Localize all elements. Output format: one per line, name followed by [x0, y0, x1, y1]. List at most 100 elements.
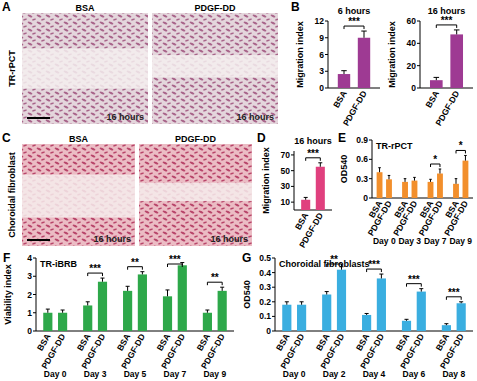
error-bar: [455, 179, 458, 184]
bar: [338, 74, 350, 88]
x-tick-label: PDGF-DD: [199, 332, 227, 371]
bar: [316, 167, 325, 210]
y-tick: [369, 140, 372, 141]
bar: [442, 325, 451, 331]
wound-gap: [139, 183, 252, 201]
x-tick-label: PDGF-DD: [341, 89, 369, 128]
y-tick-label: 0.2: [259, 297, 271, 307]
error-bar: [434, 77, 440, 80]
image-caption: 16 hours: [236, 112, 274, 122]
wound-gap: [22, 175, 135, 218]
y-tick-label: 30: [281, 181, 291, 191]
significance: *: [459, 140, 463, 151]
y-axis-label: Viability index: [3, 264, 13, 324]
bar: [377, 278, 386, 331]
micrograph: [22, 144, 135, 246]
y-tick: [33, 331, 36, 332]
bar: [163, 296, 172, 331]
error-bar: [300, 302, 304, 305]
y-tick: [369, 178, 372, 179]
chart-title: TR-iBRB: [40, 259, 77, 269]
x-tick-label: PDGF-DD: [358, 332, 386, 371]
y-tick: [33, 258, 36, 259]
micrograph: [22, 13, 148, 124]
y-tick: [325, 54, 328, 55]
error-bar: [341, 71, 346, 74]
error-bar: [46, 309, 50, 313]
bar: [83, 305, 92, 331]
y-tick: [272, 331, 275, 332]
error-bar: [439, 169, 442, 174]
image-caption: 16 hours: [210, 234, 248, 244]
chart-title: 6 hours: [338, 6, 371, 16]
error-bar: [464, 155, 467, 160]
bar: [43, 313, 52, 331]
significance: ***: [348, 16, 360, 27]
y-tick-label: 0.3: [259, 282, 271, 292]
y-tick: [272, 272, 275, 273]
x-axis: [328, 88, 380, 89]
bar: [402, 182, 408, 198]
error-bar: [444, 324, 448, 325]
x-tick-label: PDGF-DD: [119, 332, 147, 371]
y-tick: [272, 301, 275, 302]
bar-chart: 6 hoursMigration index036912BSAPDGF-DD**…: [295, 6, 380, 128]
group-label: Day 7: [424, 236, 447, 246]
bar: [377, 172, 383, 198]
x-tick-label: BSA: [331, 89, 349, 110]
x-axis: [420, 88, 473, 89]
y-tick: [291, 186, 294, 187]
significance: **: [131, 257, 139, 268]
bar: [123, 291, 132, 331]
y-tick-label: 70: [281, 150, 291, 160]
panel-letter: D: [257, 131, 266, 145]
bar: [463, 161, 469, 198]
y-axis: [372, 140, 373, 198]
marks: [338, 31, 370, 88]
y-tick: [33, 276, 36, 277]
error-bar: [413, 177, 416, 180]
micrograph: [139, 144, 252, 246]
x-axis: [294, 210, 332, 211]
y-tick-label: 4: [27, 253, 32, 263]
bar: [203, 313, 212, 331]
micrograph: [152, 13, 278, 124]
marks: [377, 155, 469, 198]
bar-chart: TR-rPCTOD54000.30.60.9BSAPDGF-DDBSAPDGF-…: [339, 135, 473, 246]
significance: ***: [89, 263, 101, 274]
y-tick-label: 40: [407, 38, 417, 48]
y-tick-label: 3: [27, 271, 32, 281]
y-tick: [369, 159, 372, 160]
error-bar: [429, 179, 432, 182]
y-tick-label: 6: [319, 50, 324, 60]
x-tick-label: PDGF-DD: [438, 332, 466, 371]
significance: *: [433, 154, 437, 165]
wound-gap: [152, 55, 278, 77]
y-tick: [325, 37, 328, 38]
panel-letter: A: [2, 0, 11, 14]
group-label: Day 0: [44, 369, 67, 379]
y-tick-label: 0.5: [259, 253, 271, 263]
panel-letter: C: [2, 131, 11, 145]
error-bar: [378, 168, 381, 173]
panel-letter: F: [3, 251, 10, 265]
group-label: Day 3: [398, 236, 421, 246]
x-tick-label: PDGF-DD: [159, 332, 187, 371]
significance: ***: [448, 287, 460, 298]
bar: [218, 291, 227, 331]
error-bar: [388, 175, 391, 179]
y-tick: [325, 71, 328, 72]
image-caption: 16 hours: [93, 234, 131, 244]
significance: ***: [368, 259, 380, 270]
y-tick: [417, 88, 420, 89]
group-label: Day 9: [203, 369, 226, 379]
error-bar: [361, 31, 366, 38]
error-bar: [205, 310, 209, 313]
panel-letter: E: [338, 131, 346, 145]
y-tick-label: 0.4: [259, 268, 271, 278]
x-tick-label: BSA: [423, 89, 441, 110]
y-tick-label: 50: [281, 166, 291, 176]
group-label: Day 0: [373, 236, 396, 246]
bar-chart: 16 hoursMigration index10305070BSAPDGF-D…: [261, 136, 332, 250]
y-tick-label: 20: [407, 61, 417, 71]
